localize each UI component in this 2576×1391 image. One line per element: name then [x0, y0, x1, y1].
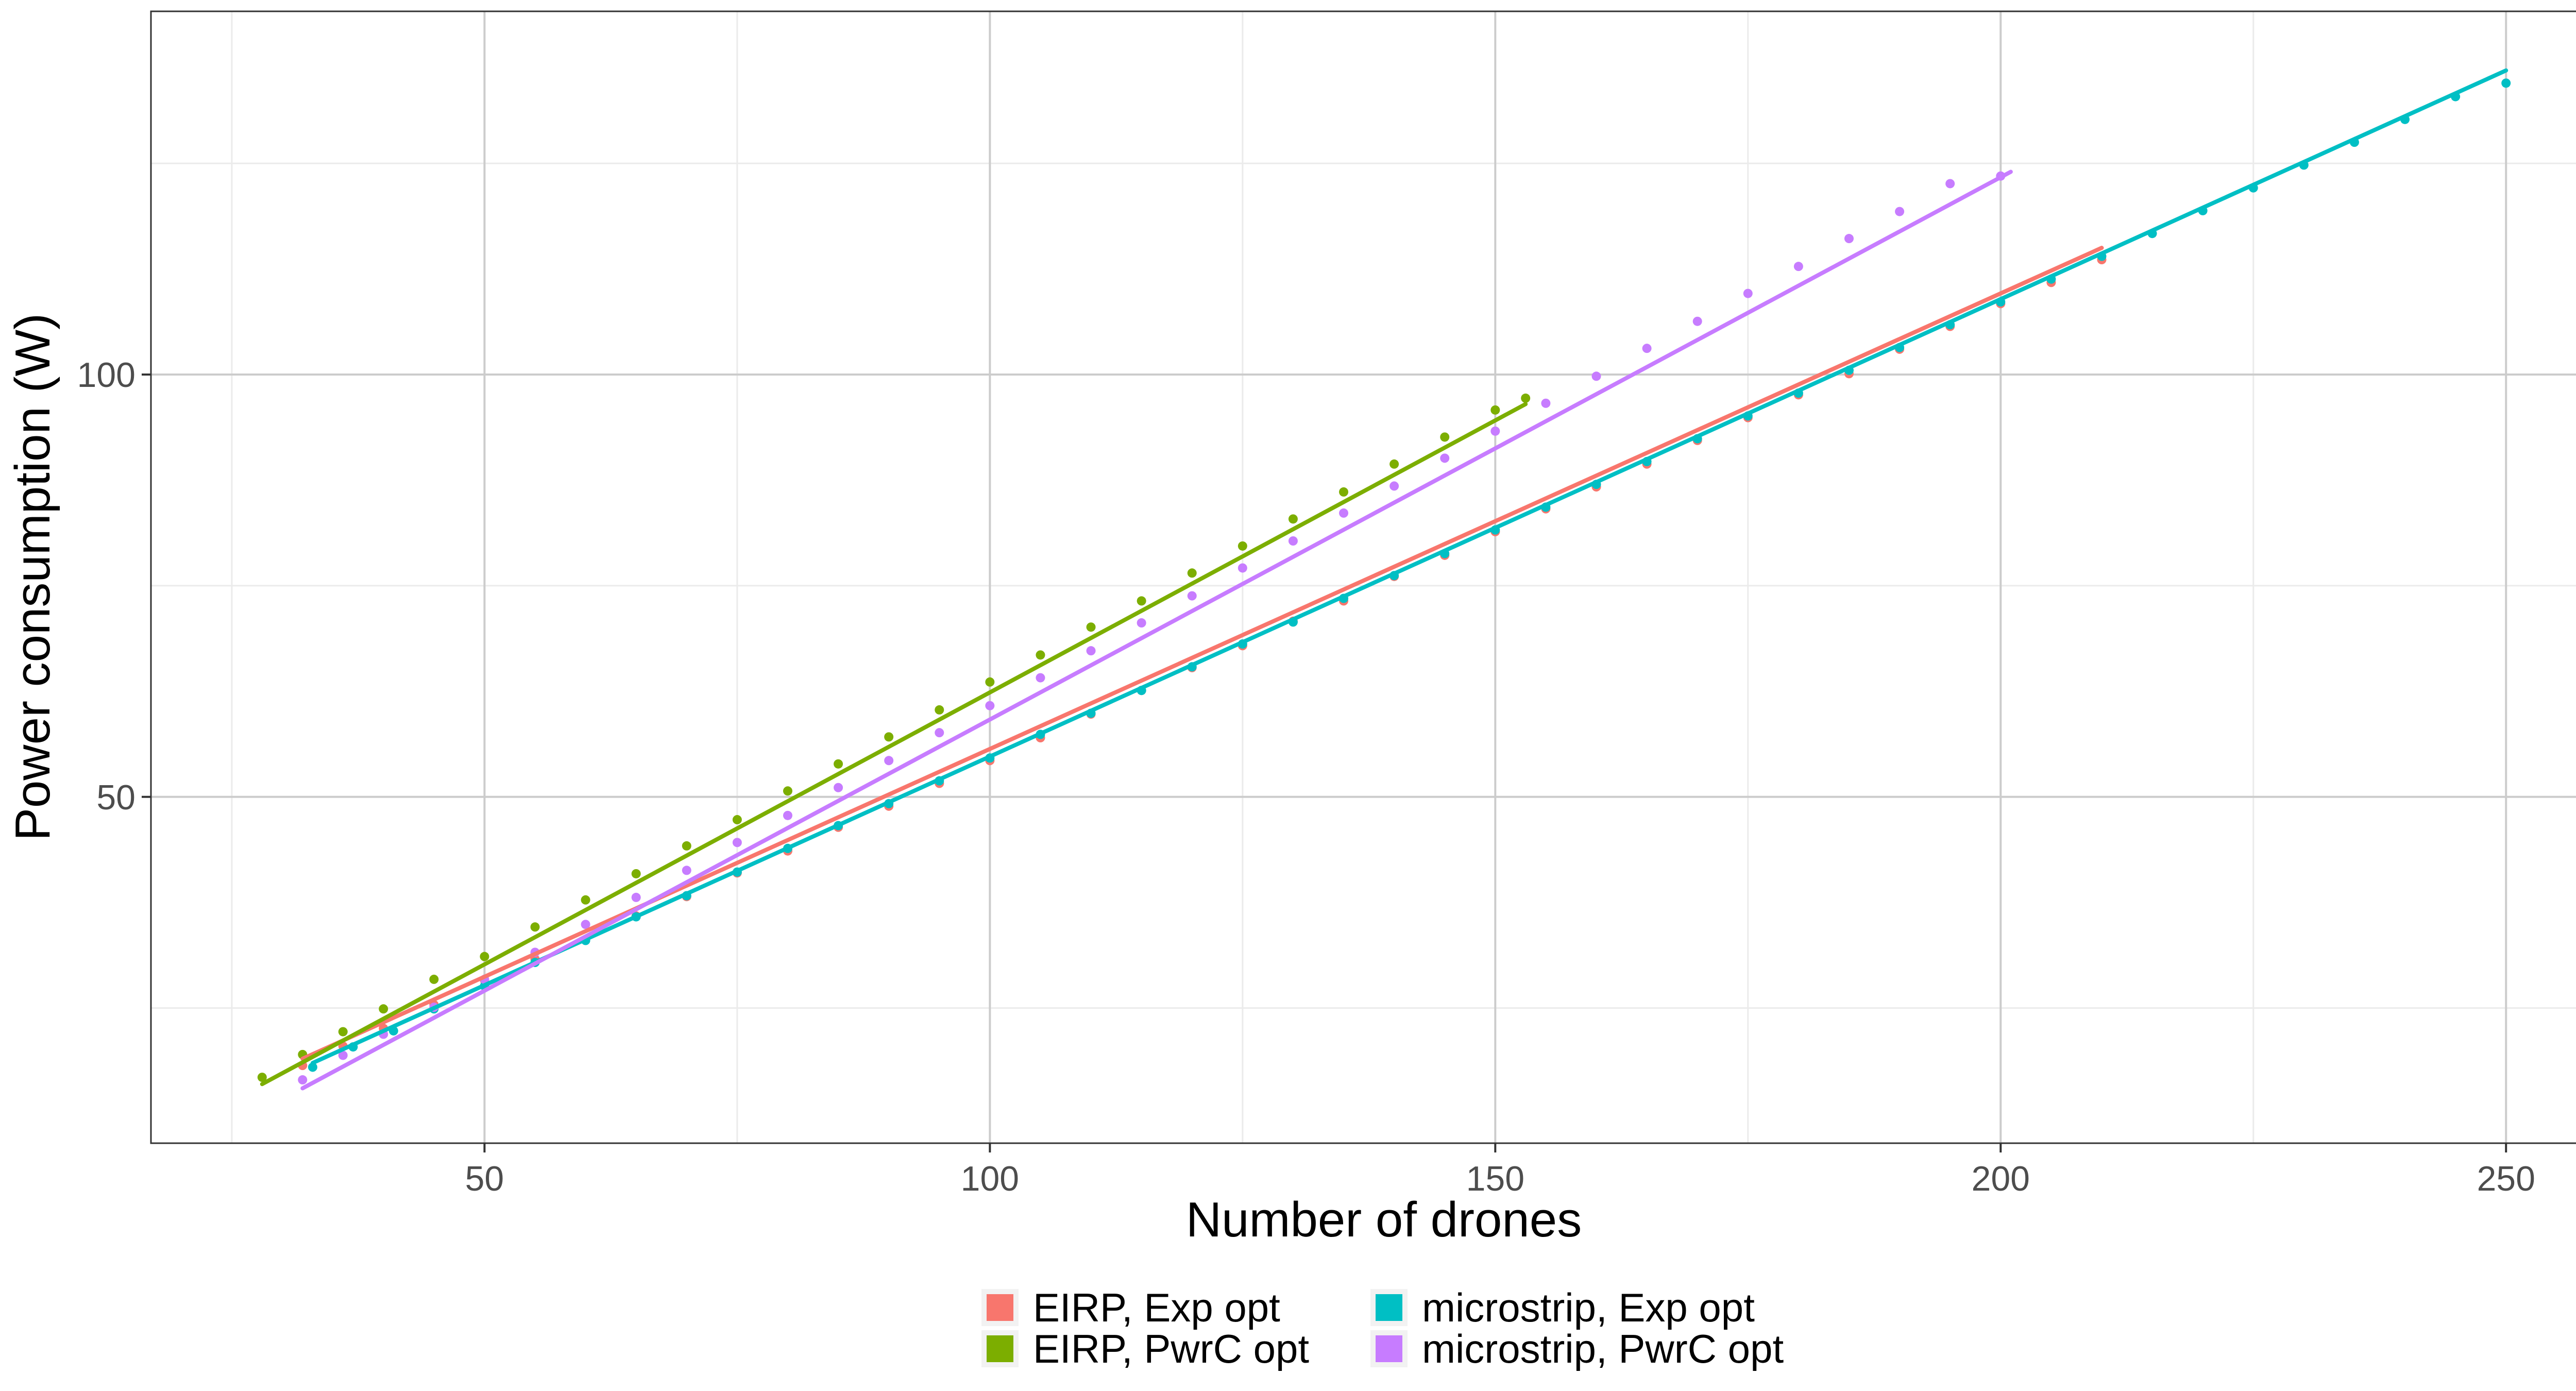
- data-point-microstrip-pwrc-opt: [1541, 398, 1551, 408]
- x-tick-label: 150: [1466, 1159, 1524, 1198]
- data-point-microstrip-pwrc-opt: [1591, 371, 1601, 381]
- minor-gridlines: [151, 11, 2576, 1143]
- data-point-eirp-pwrc-opt: [379, 1004, 388, 1014]
- data-point-eirp-pwrc-opt: [884, 732, 894, 742]
- data-point-microstrip-pwrc-opt: [834, 783, 843, 792]
- data-point-eirp-pwrc-opt: [1288, 514, 1298, 524]
- data-point-microstrip-pwrc-opt: [1895, 207, 1905, 216]
- legend-label-microstrip-exp-opt: microstrip, Exp opt: [1422, 1285, 1755, 1330]
- data-point-eirp-pwrc-opt: [1389, 459, 1399, 469]
- data-point-eirp-pwrc-opt: [1440, 432, 1450, 442]
- legend-swatch-microstrip-exp-opt: [1376, 1294, 1402, 1321]
- data-point-microstrip-pwrc-opt: [1288, 536, 1298, 546]
- data-point-eirp-pwrc-opt: [1137, 596, 1146, 606]
- data-point-eirp-pwrc-opt: [935, 705, 944, 715]
- data-point-microstrip-pwrc-opt: [1086, 646, 1096, 656]
- data-point-microstrip-pwrc-opt: [1389, 481, 1399, 491]
- data-point-eirp-pwrc-opt: [1339, 487, 1349, 497]
- data-point-microstrip-pwrc-opt: [1844, 234, 1854, 244]
- data-point-microstrip-pwrc-opt: [1945, 179, 1955, 189]
- y-tick-label: 100: [77, 355, 135, 395]
- legend-label-eirp-pwrc-opt: EIRP, PwrC opt: [1033, 1326, 1309, 1371]
- data-point-eirp-pwrc-opt: [1086, 622, 1096, 632]
- data-point-eirp-pwrc-opt: [834, 759, 843, 769]
- x-tick-label: 200: [1972, 1159, 2030, 1198]
- data-point-microstrip-exp-opt: [2501, 78, 2511, 88]
- data-point-microstrip-pwrc-opt: [732, 838, 742, 847]
- fit-line-eirp-exp-opt: [300, 246, 2104, 1061]
- data-point-eirp-pwrc-opt: [985, 677, 995, 687]
- data-point-eirp-pwrc-opt: [338, 1027, 348, 1037]
- data-point-eirp-pwrc-opt: [1238, 541, 1247, 551]
- data-point-eirp-pwrc-opt: [682, 841, 691, 851]
- x-tick-label: 50: [465, 1159, 504, 1198]
- x-axis-title: Number of drones: [1186, 1192, 1582, 1247]
- data-point-microstrip-pwrc-opt: [1692, 316, 1702, 326]
- data-point-microstrip-pwrc-opt: [884, 756, 894, 766]
- data-point-eirp-pwrc-opt: [429, 974, 439, 984]
- data-point-eirp-pwrc-opt: [581, 895, 590, 905]
- plot-panel-border: [150, 10, 2576, 1144]
- y-axis-ticks: 50 100: [77, 355, 151, 817]
- data-point-microstrip-pwrc-opt: [298, 1075, 308, 1085]
- data-point-microstrip-pwrc-opt: [1490, 426, 1500, 436]
- data-point-microstrip-pwrc-opt: [1187, 591, 1197, 601]
- data-point-microstrip-pwrc-opt: [1036, 673, 1045, 683]
- data-point-eirp-pwrc-opt: [530, 922, 540, 932]
- data-point-microstrip-pwrc-opt: [1642, 344, 1652, 353]
- data-point-eirp-pwrc-opt: [1187, 568, 1197, 578]
- y-tick-label: 50: [96, 778, 135, 817]
- data-point-eirp-pwrc-opt: [1490, 405, 1500, 415]
- data-point-microstrip-pwrc-opt: [985, 701, 995, 710]
- data-point-microstrip-pwrc-opt: [783, 810, 792, 820]
- data-point-microstrip-pwrc-opt: [1137, 618, 1146, 628]
- data-point-microstrip-pwrc-opt: [935, 728, 944, 738]
- data-point-microstrip-pwrc-opt: [338, 1050, 348, 1060]
- fit-lines: [260, 68, 2509, 1091]
- fit-line-microstrip-pwrc-opt: [300, 169, 2013, 1091]
- data-point-eirp-pwrc-opt: [257, 1073, 267, 1082]
- data-point-eirp-pwrc-opt: [480, 952, 489, 961]
- data-point-microstrip-pwrc-opt: [631, 892, 641, 902]
- legend-label-eirp-exp-opt: EIRP, Exp opt: [1033, 1285, 1280, 1330]
- legend-label-microstrip-pwrc-opt: microstrip, PwrC opt: [1422, 1326, 1784, 1371]
- data-point-microstrip-pwrc-opt: [1743, 289, 1753, 298]
- data-point-microstrip-pwrc-opt: [581, 920, 590, 929]
- data-point-microstrip-pwrc-opt: [1793, 262, 1803, 272]
- data-point-eirp-pwrc-opt: [783, 786, 792, 796]
- major-gridlines: [151, 11, 2576, 1143]
- legend-swatch-microstrip-pwrc-opt: [1376, 1335, 1402, 1362]
- data-point-eirp-pwrc-opt: [732, 815, 742, 825]
- data-point-microstrip-pwrc-opt: [682, 866, 691, 875]
- y-axis-title: Power consumption (W): [5, 313, 60, 841]
- fit-line-microstrip-exp-opt: [310, 68, 2509, 1065]
- legend-swatch-eirp-exp-opt: [987, 1294, 1013, 1321]
- data-point-microstrip-pwrc-opt: [1339, 508, 1349, 518]
- fit-line-eirp-pwrc-opt: [260, 402, 1528, 1087]
- data-point-microstrip-pwrc-opt: [1238, 563, 1247, 573]
- x-tick-label: 250: [2477, 1159, 2535, 1198]
- legend-swatch-eirp-pwrc-opt: [987, 1335, 1013, 1362]
- data-point-eirp-pwrc-opt: [1036, 650, 1045, 660]
- data-point-eirp-pwrc-opt: [1521, 393, 1531, 403]
- data-point-microstrip-exp-opt: [308, 1062, 317, 1072]
- x-axis-ticks: 50 100 150 200 250: [465, 1143, 2535, 1198]
- x-tick-label: 100: [961, 1159, 1019, 1198]
- data-point-microstrip-pwrc-opt: [1440, 453, 1450, 463]
- data-point-eirp-pwrc-opt: [631, 869, 641, 878]
